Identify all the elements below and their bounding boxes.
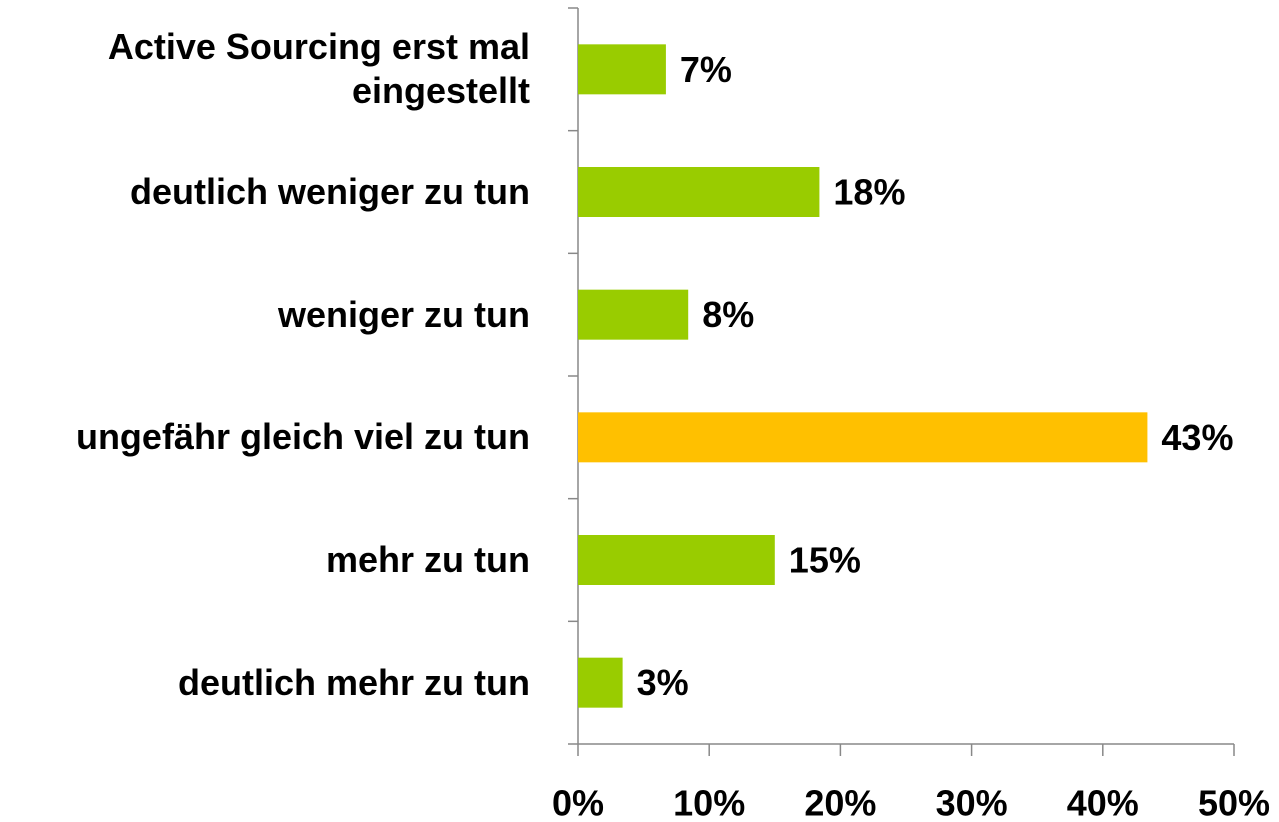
x-tick-label: 40% [1067,783,1139,822]
data-label: 18% [833,172,905,213]
x-tick-label: 10% [673,783,745,822]
category-label: mehr zu tun [326,539,530,580]
bar [578,289,689,340]
bar [578,535,775,585]
x-tick-label: 30% [936,783,1008,822]
x-tick-label: 0% [552,783,604,822]
category-label: deutlich mehr zu tun [177,661,530,703]
bar [578,44,666,95]
bar [578,412,1148,463]
data-label: 15% [789,540,861,581]
x-tick-label: 20% [804,783,876,822]
category-label: deutlich weniger zu tun [129,171,530,212]
category-label: ungefähr gleich viel zu tun [75,416,530,458]
data-label: 7% [680,49,732,90]
bar [578,657,623,708]
x-tick-label: 50% [1198,783,1270,822]
data-label: 8% [702,294,754,335]
bar [578,167,820,217]
data-label: 3% [637,662,689,703]
data-label: 43% [1161,417,1233,458]
category-label: weniger zu tun [278,293,530,335]
category-label: Active Sourcing erst mal eingestellt [107,26,530,112]
